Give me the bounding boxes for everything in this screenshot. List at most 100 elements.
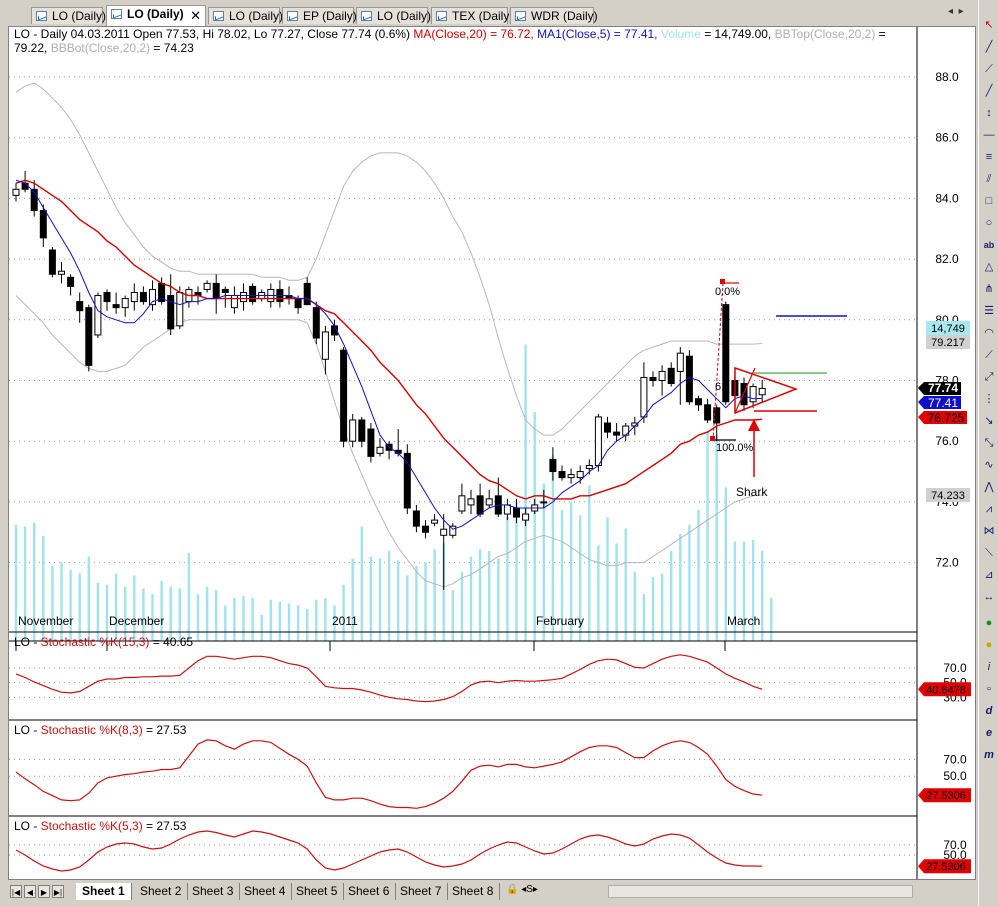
sheet-tab-2[interactable]: Sheet 2: [134, 883, 189, 900]
volume-bar: [615, 543, 618, 641]
vertical-line-icon[interactable]: ↕: [986, 107, 992, 119]
harmonic-icon[interactable]: ⋈: [983, 525, 995, 537]
tab-lo-daily-3[interactable]: LO (Daily): [208, 7, 284, 24]
extended-line-icon[interactable]: ╱: [985, 85, 993, 97]
tab-label: WDR (Daily): [531, 9, 598, 23]
tab-lo-daily-5[interactable]: LO (Daily): [356, 7, 431, 24]
sheet-tab-3[interactable]: Sheet 3: [186, 883, 241, 900]
candle-down: [713, 407, 721, 424]
last-sheet-icon[interactable]: ▶|: [52, 885, 64, 898]
stoch-tick-label: 70.0: [943, 838, 967, 852]
regression-icon[interactable]: ⤡: [984, 437, 994, 449]
candle-up: [58, 270, 65, 275]
ma5-line: [15, 179, 763, 530]
sheet-tab-6[interactable]: Sheet 6: [342, 883, 397, 900]
stoch-tick-label: 70.0: [943, 752, 967, 766]
tab-label: LO (Daily): [229, 9, 284, 23]
drawing-annotations: 0.0% 61 100.0% Shark: [710, 279, 847, 499]
tab-ep-daily[interactable]: EP (Daily): [282, 7, 357, 24]
candle-down: [303, 282, 311, 306]
sheet-scroll[interactable]: 🔒 ◂S▸: [506, 884, 538, 895]
sheet-tab-8[interactable]: Sheet 8: [446, 883, 501, 900]
tab-tex-daily[interactable]: TEX (Daily): [431, 7, 513, 24]
volume-bar: [278, 601, 282, 641]
triangle-icon[interactable]: △: [984, 261, 994, 273]
text-tool-icon[interactable]: ab: [983, 240, 995, 250]
channel-icon[interactable]: ⫽: [986, 173, 992, 185]
fib-handle-bottom[interactable]: [710, 436, 715, 441]
time-marker-icon[interactable]: ↔: [983, 591, 995, 603]
lock-icon[interactable]: 🔒: [506, 884, 519, 895]
sheet-tab-1[interactable]: Sheet 1: [76, 883, 132, 900]
fib-arc-icon[interactable]: ◠: [984, 327, 994, 339]
parallel-lines-icon[interactable]: ≡: [985, 151, 993, 163]
e-tool-icon[interactable]: e: [985, 727, 993, 739]
fib-handle-top[interactable]: [720, 279, 725, 284]
square-icon[interactable]: ▫: [987, 683, 991, 695]
ray-icon[interactable]: ⟋: [985, 63, 993, 75]
next-sheet-icon[interactable]: ▶: [38, 885, 50, 898]
stoch-tick-label: 50.0: [943, 848, 967, 862]
tag-bbbot-text: 74.233: [931, 490, 965, 502]
zigzag-icon[interactable]: ⋀: [984, 481, 994, 493]
candle-up: [585, 464, 593, 470]
price-tick-label: 88.0: [935, 70, 959, 84]
sheet-tab-7[interactable]: Sheet 7: [394, 883, 449, 900]
volume-bar: [60, 562, 63, 641]
candle-up: [485, 498, 493, 506]
price-tick-label: 84.0: [935, 191, 959, 205]
ellipse-icon[interactable]: ○: [985, 217, 993, 229]
cycle-lines-icon[interactable]: ⋮: [983, 393, 995, 405]
tab-lo-daily-1[interactable]: LO (Daily): [31, 7, 106, 24]
candle-up: [540, 501, 548, 504]
chart-canvas[interactable]: LO - Daily 04.03.2011 Open 77.53, Hi 78.…: [9, 27, 975, 879]
select-cursor-icon[interactable]: ↖: [984, 19, 994, 31]
m-tool-icon[interactable]: m: [984, 749, 994, 761]
arrow-tool-icon[interactable]: ↘: [984, 415, 994, 427]
volume-bar: [160, 581, 163, 641]
candle-down: [112, 304, 120, 309]
tab-wdr-daily[interactable]: WDR (Daily): [510, 7, 598, 24]
stoch-value-tag-text: 27.5306: [926, 861, 966, 873]
candle-up: [758, 387, 766, 396]
price-marker-icon[interactable]: ⊿: [984, 569, 994, 581]
candle-down: [722, 304, 730, 403]
pattern-icon[interactable]: ⩘: [985, 503, 993, 515]
rectangle-icon[interactable]: □: [985, 195, 993, 207]
close-tab-icon[interactable]: ✕: [190, 8, 201, 23]
prev-sheet-icon[interactable]: ◀: [24, 885, 36, 898]
first-sheet-icon[interactable]: |◀: [10, 885, 22, 898]
speed-lines-icon[interactable]: ⟍: [985, 547, 993, 559]
pitchfork-icon[interactable]: ⋔: [984, 283, 994, 295]
green-circle-icon[interactable]: ●: [985, 617, 993, 629]
info-icon[interactable]: i: [987, 661, 991, 673]
fibonacci-icon[interactable]: ☰: [984, 305, 994, 317]
fib-fan-icon[interactable]: ⟋: [985, 349, 993, 361]
candle-up: [94, 295, 102, 336]
bollinger-upper-line: [15, 82, 763, 436]
scroll-left-icon[interactable]: ◂: [948, 6, 954, 17]
candle-up: [594, 416, 602, 466]
volume-bar: [679, 534, 682, 641]
candle-down: [695, 398, 702, 406]
horizontal-scrollbar[interactable]: [608, 885, 913, 898]
tag-ma5: [918, 396, 961, 409]
trendline-icon[interactable]: ╱: [985, 41, 993, 53]
volume-bar: [460, 571, 464, 641]
bollinger-lower-line: [15, 295, 763, 588]
wave-icon[interactable]: ∿: [984, 459, 994, 471]
stoch-value-tag-text: 40.6478: [926, 684, 966, 696]
sheet-tab-5[interactable]: Sheet 5: [290, 883, 345, 900]
stochastic-line: [15, 654, 763, 703]
volume-bar: [333, 605, 336, 641]
yellow-circle-icon[interactable]: ●: [985, 639, 993, 651]
horizontal-line-icon[interactable]: ―: [983, 129, 995, 141]
sheet-tab-4[interactable]: Sheet 4: [238, 883, 293, 900]
d-tool-icon[interactable]: d: [985, 705, 993, 717]
candle-down: [549, 458, 557, 473]
scroll-right-icon[interactable]: ▸: [958, 6, 964, 17]
candle-up: [658, 370, 666, 381]
gann-icon[interactable]: ⤢: [984, 371, 994, 383]
tab-lo-daily-active[interactable]: LO (Daily) ✕: [106, 5, 206, 26]
tab-scroll-arrows[interactable]: ◂ ▸: [948, 6, 978, 20]
